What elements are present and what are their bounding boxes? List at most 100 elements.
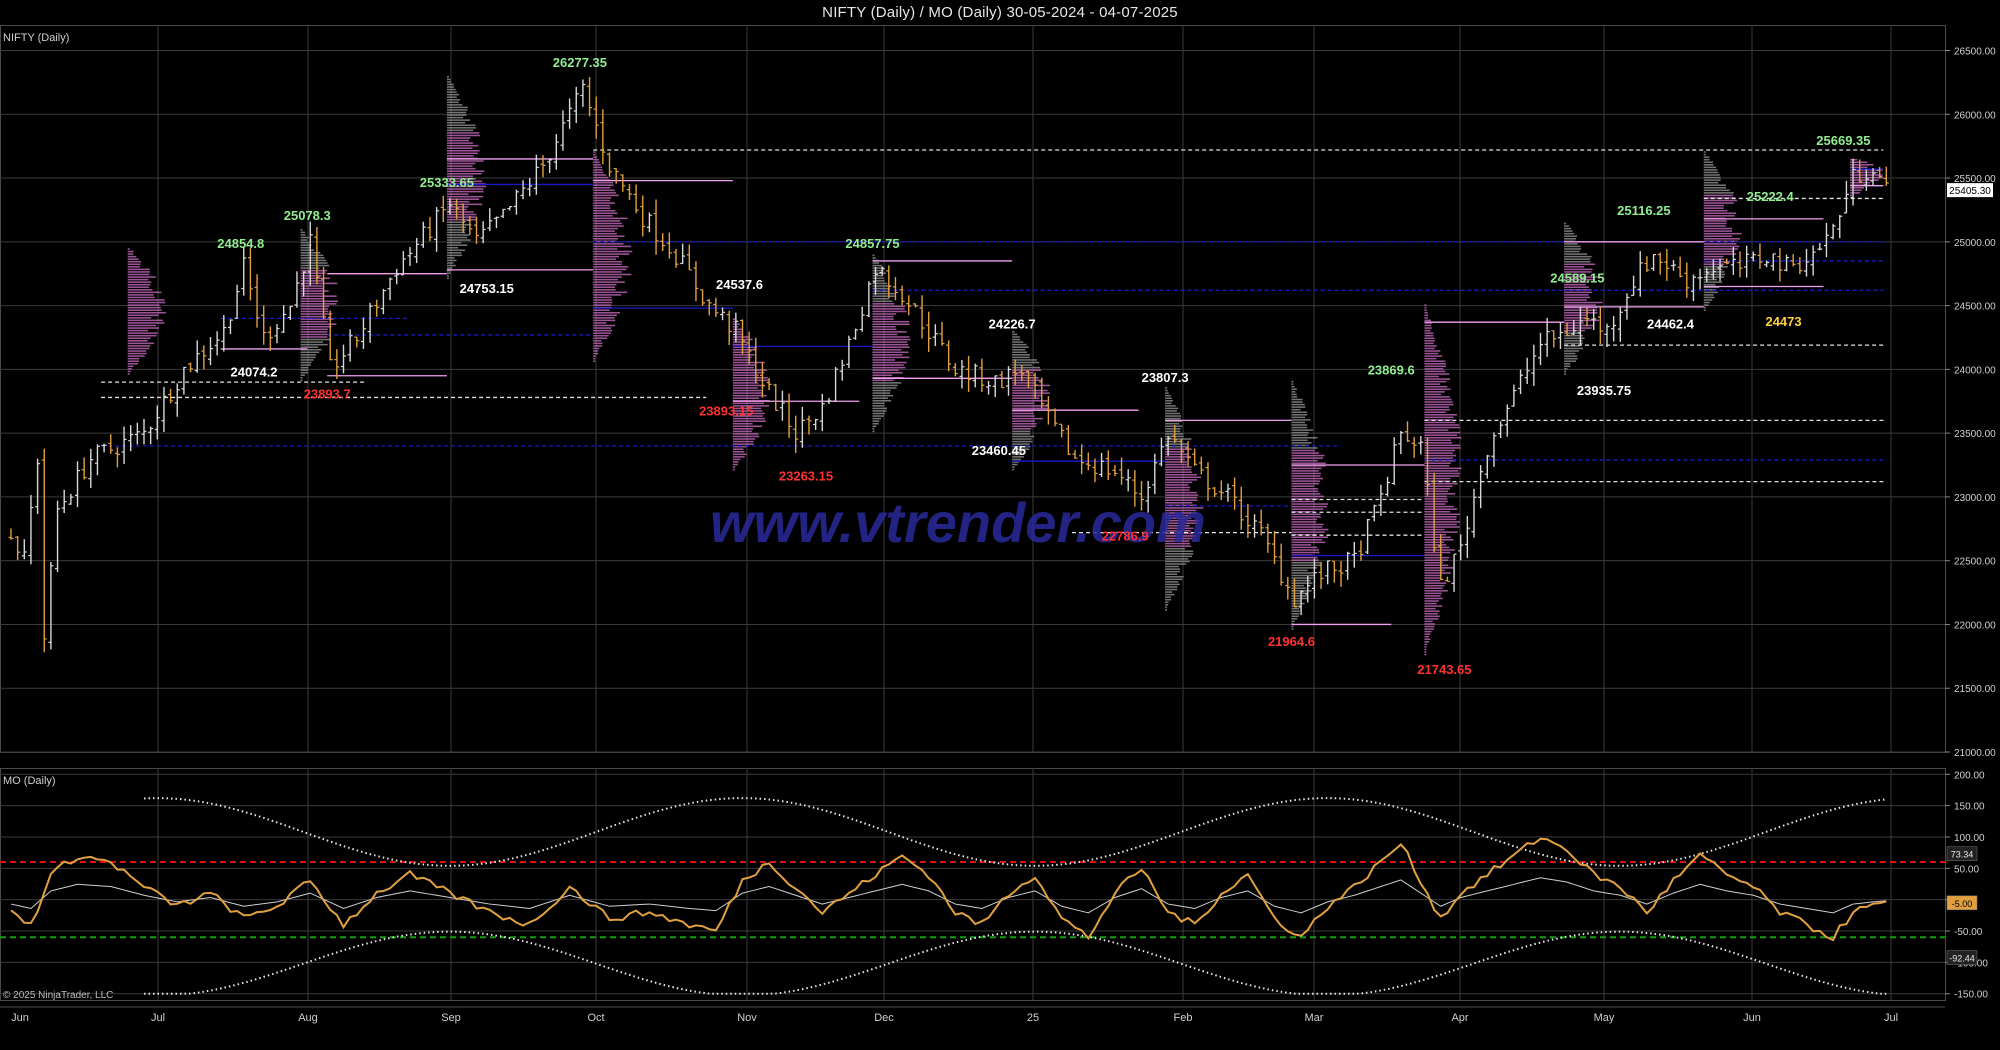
profile-row: [1291, 398, 1303, 401]
ohlc-bar: [314, 226, 320, 285]
ohlc-bar: [1704, 268, 1710, 282]
profile-row: [1424, 401, 1453, 403]
profile-row: [1012, 440, 1033, 443]
ohlc-bar: [759, 362, 765, 398]
profile-row: [1165, 532, 1193, 535]
profile-row: [300, 249, 315, 252]
profile-row: [446, 201, 470, 203]
profile-row: [1424, 495, 1447, 498]
profile-row: [1291, 612, 1300, 615]
ohlc-bar: [434, 207, 440, 252]
profile-row: [300, 320, 328, 323]
profile-row: [1850, 171, 1878, 174]
profile-row: [872, 292, 895, 295]
profile-row: [1291, 424, 1308, 426]
profile-row: [593, 253, 630, 255]
profile-row: [1424, 508, 1458, 510]
profile-row: [1564, 237, 1577, 240]
profile-row: [872, 300, 893, 303]
profile-row: [1424, 406, 1450, 408]
ohlc-bar: [81, 457, 87, 480]
profile-row: [1850, 179, 1879, 181]
profile-row: [1012, 450, 1023, 453]
profile-row: [1703, 225, 1726, 227]
profile-row: [1424, 572, 1451, 574]
profile-row: [1424, 340, 1435, 342]
profile-row: [593, 164, 601, 166]
ohlc-bar: [833, 367, 839, 402]
profile-row: [1424, 334, 1434, 337]
profile-row: [1564, 289, 1592, 291]
profile-row: [1424, 426, 1460, 429]
profile-row: [872, 399, 892, 402]
profile-row: [872, 366, 906, 369]
profile-row: [1165, 422, 1180, 425]
profile-row: [1165, 542, 1191, 545]
profile-row: [732, 466, 736, 468]
profile-row: [1703, 306, 1706, 309]
profile-row: [1291, 493, 1321, 495]
profile-row: [872, 379, 894, 382]
ohlc-bar: [979, 358, 985, 393]
annotation-label: 24473: [1765, 314, 1801, 329]
profile-row: [1165, 527, 1194, 530]
profile-row: [1703, 158, 1710, 161]
profile-row: [127, 311, 166, 314]
profile-row: [732, 428, 754, 430]
ohlc-bar: [560, 110, 566, 151]
profile-row: [1291, 561, 1321, 564]
annotation-label: 24857.75: [845, 236, 899, 251]
profile-row: [1424, 485, 1453, 487]
profile-row: [1165, 412, 1181, 415]
profile-row: [1703, 220, 1727, 222]
profile-row: [1564, 281, 1588, 283]
profile-row: [872, 262, 880, 264]
profile-row: [1703, 258, 1725, 260]
profile-row: [1291, 559, 1319, 561]
profile-row: [732, 397, 760, 399]
profile-row: [1165, 530, 1192, 532]
profile-row: [1564, 342, 1583, 345]
profile-row: [1165, 387, 1168, 389]
profile-row: [593, 199, 610, 202]
profile-row: [1165, 402, 1172, 405]
profile-row: [1564, 268, 1593, 271]
ohlc-bar: [1690, 274, 1696, 302]
profile-row: [300, 241, 309, 244]
profile-row: [732, 351, 749, 354]
profile-row: [446, 101, 459, 104]
profile-row: [1424, 544, 1447, 546]
ohlc-bar: [234, 284, 240, 319]
profile-row: [593, 258, 616, 260]
profile-row: [1564, 368, 1568, 370]
profile-row: [1424, 304, 1427, 306]
profile-row: [1165, 499, 1198, 502]
ohlc-bar: [1737, 251, 1743, 278]
profile-row: [593, 294, 622, 296]
profile-row: [1291, 431, 1309, 434]
profile-row: [127, 266, 140, 268]
profile-row: [127, 273, 150, 276]
annotation-label: 21964.6: [1268, 634, 1315, 649]
ohlc-bar: [533, 154, 539, 195]
profile-row: [1424, 465, 1450, 467]
profile-row: [732, 341, 747, 343]
profile-row: [446, 239, 471, 241]
profile-row: [446, 139, 469, 142]
profile-row: [872, 338, 911, 341]
ohlc-bar: [121, 426, 127, 464]
x-tick-label: Aug: [298, 1012, 318, 1024]
profile-row: [1424, 342, 1434, 345]
profile-row: [300, 303, 337, 305]
ohlc-bar: [1817, 243, 1823, 251]
profile-row: [872, 272, 886, 274]
y-tick-label: 21000.00: [1954, 748, 1996, 759]
profile-row: [1424, 567, 1454, 569]
profile-row: [1703, 184, 1726, 186]
profile-row: [872, 328, 897, 331]
profile-row: [1564, 345, 1581, 347]
profile-row: [1012, 399, 1048, 402]
ohlc-bar: [474, 216, 479, 244]
profile-row: [1564, 317, 1586, 319]
